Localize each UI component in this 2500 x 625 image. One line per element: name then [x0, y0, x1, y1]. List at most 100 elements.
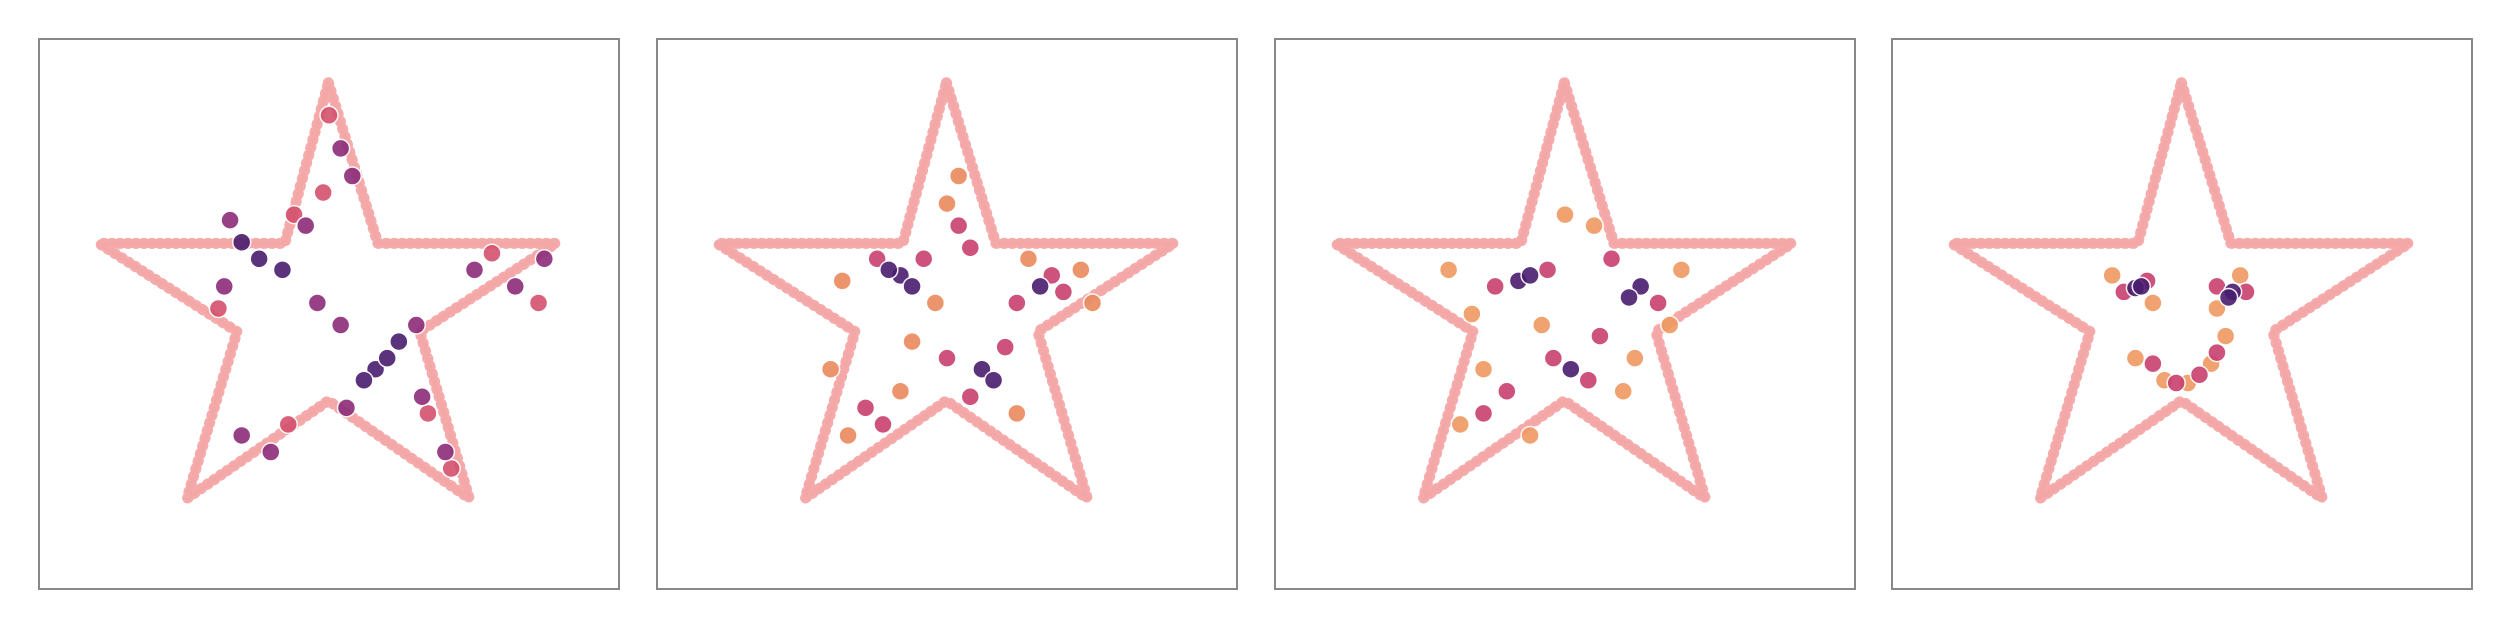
scatter-point — [2215, 326, 2236, 346]
scatter-point — [330, 315, 351, 335]
scatter-point — [1473, 403, 1494, 424]
scatter-point — [1520, 265, 1540, 286]
scatter-point — [902, 331, 922, 352]
scatter-point — [832, 271, 852, 291]
scatter-point — [1648, 293, 1668, 313]
scatter-point — [330, 138, 351, 159]
scatter-point — [838, 425, 858, 446]
scatter-point — [505, 276, 525, 297]
scatter-point — [2143, 293, 2163, 313]
scatter-point — [1625, 348, 1645, 368]
scatter-point — [2218, 287, 2239, 308]
scatter-point — [960, 387, 981, 407]
scatter-point — [319, 105, 339, 126]
scatter-point — [2143, 353, 2163, 374]
scatter-point — [406, 315, 427, 335]
scatter-point — [261, 442, 281, 462]
scatter-point — [272, 260, 293, 280]
scatter-point — [1520, 425, 1540, 446]
scatter-point — [1438, 260, 1459, 280]
scatter-point — [342, 166, 363, 186]
scatter-point — [1619, 287, 1639, 308]
scatter-point — [278, 414, 299, 435]
scatter-point — [1082, 293, 1103, 313]
scatter-point — [1497, 381, 1517, 402]
scatter-point — [1462, 304, 1482, 324]
scatter-point — [1018, 249, 1039, 269]
scatter-point — [231, 232, 252, 252]
scatter-point — [528, 293, 549, 313]
scatter-point — [995, 337, 1015, 357]
scatter-point — [354, 370, 374, 390]
scatter-point — [418, 403, 438, 424]
scatter-panel — [1274, 38, 1856, 590]
scatter-point — [1601, 249, 1622, 269]
scatter-point — [2189, 364, 2210, 385]
scatter-point — [1543, 348, 1564, 368]
scatter-point — [2125, 348, 2146, 368]
scatter-point — [948, 215, 969, 236]
scatter-point — [464, 260, 485, 280]
panel-frame — [1891, 38, 2473, 590]
star-outline-core — [1949, 81, 2412, 501]
scatter-point — [1473, 359, 1494, 379]
scatter-point — [890, 381, 911, 402]
scatter-point — [1071, 260, 1091, 280]
scatter-point — [1531, 315, 1552, 335]
scatter-point — [1053, 282, 1074, 302]
scatter-point — [937, 348, 957, 368]
scatter-point — [1007, 403, 1027, 424]
scatter-point — [249, 249, 269, 269]
scatter-point — [937, 193, 957, 214]
scatter-point — [441, 458, 461, 479]
star-outline-core — [1332, 81, 1795, 501]
scatter-point — [913, 249, 934, 269]
scatter-point — [1007, 293, 1027, 313]
scatter-point — [2102, 265, 2122, 286]
scatter-panel — [656, 38, 1238, 590]
scatter-point — [1450, 414, 1470, 435]
scatter-point — [983, 370, 1004, 390]
scatter-point — [925, 293, 946, 313]
panel-frame — [1274, 38, 1856, 590]
scatter-point — [902, 276, 922, 297]
panel-frame — [38, 38, 620, 590]
scatter-point — [879, 260, 899, 280]
scatter-point — [313, 182, 333, 203]
scatter-point — [1584, 215, 1604, 236]
scatter-point — [1555, 204, 1575, 225]
scatter-point — [231, 425, 252, 446]
scatter-point — [389, 331, 409, 352]
scatter-point — [220, 210, 240, 230]
scatter-point — [435, 442, 456, 462]
scatter-point — [1561, 359, 1581, 379]
scatter-point — [1030, 276, 1050, 297]
scatter-point — [873, 414, 893, 435]
scatter-point — [534, 249, 555, 269]
scatter-point — [2166, 373, 2186, 393]
scatter-point — [208, 298, 229, 319]
scatter-point — [1578, 370, 1599, 390]
scatter-point — [2230, 265, 2250, 286]
star-outline-core — [96, 81, 559, 501]
scatter-point — [1537, 260, 1558, 280]
scatter-point — [1590, 326, 1610, 346]
scatter-point — [336, 398, 357, 418]
scatter-point — [482, 243, 502, 264]
scatter-point — [1660, 315, 1680, 335]
scatter-point — [214, 276, 234, 297]
star-outline-core — [714, 81, 1177, 501]
scatter-point — [1671, 260, 1692, 280]
panel-frame — [656, 38, 1238, 590]
scatter-point — [412, 387, 432, 407]
scatter-point — [2131, 276, 2152, 297]
scatter-point — [960, 238, 981, 258]
scatter-point — [855, 398, 876, 418]
scatter-point — [1485, 276, 1505, 297]
scatter-point — [1613, 381, 1633, 402]
scatter-point — [948, 166, 969, 186]
scatter-point — [377, 348, 397, 368]
scatter-panel — [38, 38, 620, 590]
scatter-point — [820, 359, 841, 379]
